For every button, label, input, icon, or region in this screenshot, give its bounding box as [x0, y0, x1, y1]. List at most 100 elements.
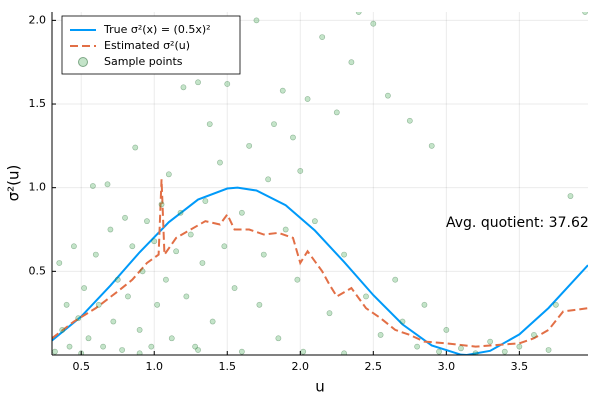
sample-point	[165, 171, 172, 178]
x-tick-label: 2.0	[292, 360, 310, 373]
sample-point	[89, 183, 96, 189]
sample-point	[304, 96, 311, 102]
sample-point	[56, 260, 63, 266]
sample-point	[348, 59, 355, 66]
x-axis-label: u	[315, 378, 325, 396]
sample-point	[300, 348, 307, 355]
y-tick-label: 0.5	[29, 264, 47, 277]
sample-point	[472, 350, 479, 355]
sample-point	[231, 285, 238, 291]
sample-point	[545, 347, 552, 353]
sample-point	[311, 218, 318, 225]
sample-point	[275, 335, 282, 342]
legend-marker	[78, 57, 88, 67]
sample-point	[168, 335, 175, 342]
sample-point	[209, 318, 216, 325]
sample-point	[443, 327, 450, 333]
sample-point	[66, 343, 73, 350]
series-line	[52, 186, 588, 355]
x-tick-label: 2.5	[365, 360, 383, 373]
sample-point	[154, 301, 161, 308]
legend-box	[61, 15, 241, 75]
sample-point	[202, 198, 209, 204]
sample-point	[173, 248, 180, 255]
sample-point	[253, 17, 260, 24]
sample-point	[195, 79, 201, 86]
sample-point	[421, 301, 428, 308]
sample-point	[114, 276, 121, 283]
sample-point	[92, 251, 99, 258]
sample-point	[136, 350, 143, 355]
sample-point	[63, 301, 70, 308]
x-tick-label: 1.0	[145, 360, 163, 373]
sample-point	[436, 348, 442, 355]
sample-point	[363, 293, 369, 300]
sample-point	[136, 327, 143, 333]
sample-point	[516, 343, 523, 350]
y-tick-label: 1.0	[29, 181, 47, 194]
x-tick-label: 1.5	[219, 360, 237, 373]
sample-point	[246, 142, 253, 149]
sample-point	[333, 109, 340, 116]
sample-point	[221, 243, 228, 250]
sample-point	[85, 335, 92, 342]
series-line	[52, 179, 588, 348]
x-tick-label: 3.0	[438, 360, 456, 373]
sample-point	[206, 121, 213, 128]
sample-point	[183, 293, 190, 300]
sample-point	[125, 293, 131, 300]
sample-point	[290, 134, 296, 141]
x-tick-label: 3.5	[511, 360, 529, 373]
sample-point	[256, 301, 263, 308]
sample-point	[260, 251, 267, 258]
sample-point	[399, 318, 406, 325]
legend-label: True σ²(x) = (0.5x)²	[103, 23, 211, 36]
sample-point	[282, 226, 289, 233]
sample-point	[187, 231, 194, 238]
sample-point	[144, 218, 150, 225]
sample-point	[158, 201, 165, 208]
sample-point	[341, 350, 347, 355]
sample-point	[355, 12, 362, 15]
sample-point	[192, 343, 199, 350]
sample-point	[110, 318, 117, 325]
sample-point	[107, 226, 114, 233]
sample-point	[81, 285, 88, 291]
sample-point	[100, 343, 107, 350]
sample-point	[271, 121, 277, 128]
sample-point	[326, 310, 333, 317]
sample-point	[129, 243, 136, 250]
legend: True σ²(x) = (0.5x)² Estimated σ²(u) Sampl…	[61, 15, 241, 75]
x-tick-label: 0.5	[72, 360, 90, 373]
sample-point	[132, 144, 139, 151]
sample-point	[458, 345, 464, 352]
sample-point	[217, 159, 223, 166]
sample-point	[531, 332, 537, 338]
sample-point	[294, 276, 301, 283]
sample-point	[59, 327, 66, 333]
sample-point	[139, 268, 146, 275]
sample-point	[406, 117, 413, 124]
sample-point	[104, 181, 111, 188]
sample-point	[238, 348, 245, 355]
sample-point	[122, 214, 128, 221]
sample-point	[163, 276, 169, 283]
sample-point	[297, 168, 304, 174]
sample-point	[199, 260, 206, 266]
sample-point	[487, 338, 494, 345]
sample-point	[151, 238, 158, 245]
sample-point	[385, 92, 391, 99]
y-tick-label: 2.0	[29, 13, 47, 26]
sample-point	[552, 301, 559, 308]
sample-point	[177, 209, 184, 216]
annotation: Avg. quotient: 37.62	[446, 215, 589, 231]
sample-point	[392, 276, 399, 283]
sample-point	[319, 34, 326, 40]
sample-point	[119, 347, 126, 353]
y-axis-label: σ²(u)	[5, 165, 23, 202]
sample-point	[148, 343, 155, 350]
sample-point	[265, 176, 272, 183]
sample-point	[52, 348, 58, 355]
sample-point	[428, 142, 435, 149]
sample-point	[582, 12, 588, 15]
